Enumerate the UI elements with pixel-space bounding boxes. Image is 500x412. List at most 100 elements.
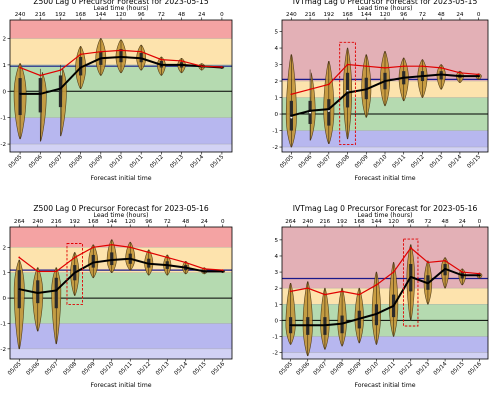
- category-band-0: [10, 227, 232, 248]
- series-point: [327, 83, 330, 86]
- x-tick-label: 05/14: [174, 361, 190, 377]
- series-point: [341, 290, 343, 293]
- lead-tick-label: 240: [286, 12, 297, 18]
- y-tick-label: 1: [274, 96, 278, 102]
- violin-iqr-box: [38, 78, 42, 113]
- lead-tick-label: 144: [106, 219, 117, 225]
- x-tick-label: 05/15: [466, 154, 482, 170]
- y-tick-label: 2: [274, 79, 278, 85]
- plot-frame: [281, 226, 489, 360]
- series-point: [309, 88, 311, 91]
- category-band-4: [10, 348, 232, 359]
- x-tick-label: 05/07: [313, 361, 329, 377]
- x-tick-label: 05/06: [28, 154, 44, 170]
- x-tick-label: 05/16: [211, 361, 227, 377]
- x-axis-label: Forecast initial time: [90, 382, 151, 389]
- series-point: [200, 65, 203, 68]
- x-tick-label: 05/06: [26, 361, 42, 377]
- violin-iqr-box: [58, 75, 63, 108]
- violin-iqr-box: [54, 277, 58, 309]
- y-tick-label: 3: [274, 270, 278, 276]
- series-point: [409, 247, 412, 249]
- x-tick-label: 05/07: [48, 154, 64, 170]
- series-point: [323, 323, 327, 327]
- y-tick-label: 1: [2, 63, 6, 69]
- violin-iqr-box: [327, 99, 331, 126]
- y-tick-label: -2: [0, 142, 6, 148]
- series-point: [73, 256, 76, 259]
- lead-tick-label: 216: [35, 12, 46, 18]
- series-point: [384, 66, 386, 69]
- series-point: [409, 275, 412, 279]
- series-point: [402, 65, 405, 68]
- y-tick-label: 4: [274, 46, 278, 52]
- lead-tick-label: 96: [138, 12, 146, 18]
- category-band-3: [10, 323, 232, 349]
- chart-title: Z500 Lag 0 Precursor Forecast for 2023-0…: [33, 204, 208, 213]
- x-tick-label: 05/09: [81, 361, 97, 377]
- x-tick-label: 05/12: [137, 361, 153, 377]
- x-tick-label: 05/12: [399, 361, 415, 377]
- y-tick-label: -2: [0, 347, 6, 353]
- x-tick-label: 05/06: [298, 154, 314, 170]
- series-point: [221, 269, 224, 272]
- lead-tick-label: 120: [388, 219, 399, 225]
- series-point: [290, 114, 293, 117]
- x-tick-label: 05/10: [364, 361, 380, 377]
- lead-axis-label: Lead time (hours): [93, 212, 148, 219]
- lead-tick-label: 192: [337, 219, 348, 225]
- lead-tick-label: 0: [221, 219, 225, 225]
- series-point: [166, 256, 169, 259]
- highlight-box: [66, 243, 83, 305]
- x-tick-label: 05/12: [410, 154, 426, 170]
- y-tick-label: 2: [274, 286, 278, 292]
- series-point: [120, 49, 122, 52]
- lead-tick-label: 192: [323, 12, 334, 18]
- series-point: [327, 107, 331, 111]
- violin-iqr-box: [18, 78, 22, 116]
- y-tick-label: -1: [272, 129, 278, 135]
- series-point: [392, 271, 395, 273]
- category-band-1: [282, 288, 488, 305]
- y-tick-label: -1: [0, 116, 6, 122]
- category-band-4: [282, 352, 488, 359]
- x-tick-label: 05/15: [450, 361, 466, 377]
- series-point: [140, 50, 143, 53]
- lead-tick-label: 216: [320, 219, 331, 225]
- series-point: [147, 251, 150, 254]
- y-tick-label: 4: [274, 254, 278, 260]
- x-tick-label: 05/10: [100, 361, 116, 377]
- series-point: [421, 74, 424, 78]
- series-point: [92, 246, 95, 249]
- x-axis-label: Forecast initial time: [90, 175, 151, 182]
- y-tick-label: 2: [2, 245, 6, 251]
- x-tick-label: 05/07: [317, 154, 333, 170]
- category-band-3: [282, 336, 488, 353]
- series-point: [184, 261, 187, 264]
- y-tick-label: -1: [272, 334, 278, 340]
- series-line-0: [19, 257, 223, 295]
- violin-05/06: [40, 72, 47, 142]
- series-point: [18, 92, 22, 96]
- series-point: [79, 53, 82, 56]
- x-tick-label: 05/15: [210, 154, 226, 170]
- lead-tick-label: 264: [285, 219, 296, 225]
- x-tick-label: 05/09: [89, 154, 105, 170]
- series-point: [79, 66, 82, 69]
- x-tick-label: 05/07: [44, 361, 60, 377]
- x-tick-label: 05/11: [129, 154, 145, 170]
- series-point: [358, 317, 361, 320]
- series-point: [147, 262, 150, 266]
- series-point: [306, 287, 309, 290]
- lead-tick-label: 120: [116, 12, 127, 18]
- violin-median: [327, 109, 330, 112]
- series-point: [289, 290, 292, 293]
- plot-area: [282, 227, 488, 359]
- series-point: [39, 92, 42, 96]
- lead-axis-label: Lead time (hours): [357, 212, 412, 219]
- y-tick-label: -2: [272, 351, 278, 357]
- series-point: [306, 323, 309, 327]
- plot-area: [282, 20, 488, 152]
- series-point: [340, 322, 344, 325]
